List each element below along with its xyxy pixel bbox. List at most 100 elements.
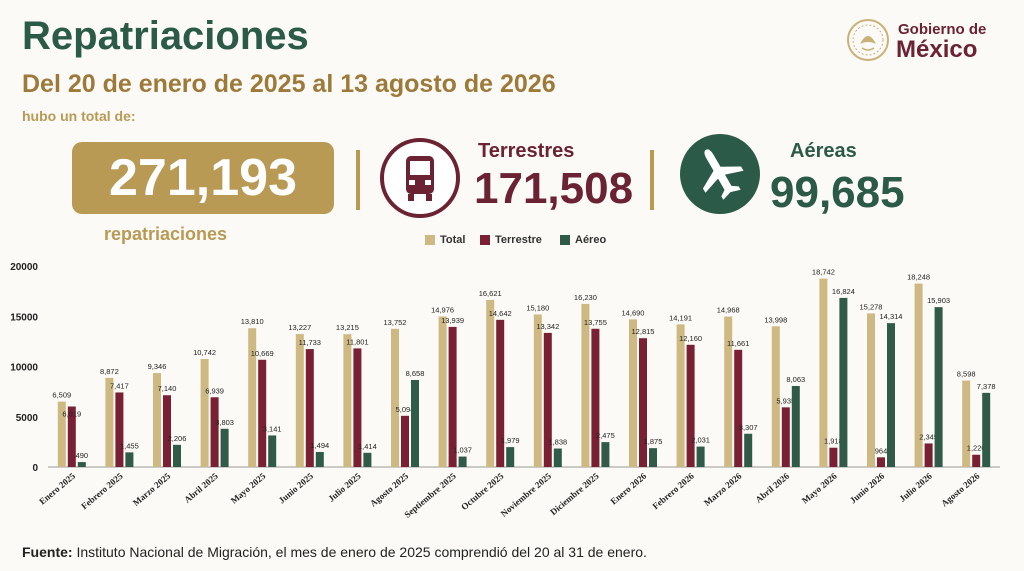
x-tick-label: Marzo 2026	[702, 471, 744, 508]
total-repatriations-value: 271,193	[72, 142, 334, 214]
data-label-total: 8,598	[957, 370, 976, 379]
y-tick-label: 20000	[10, 262, 38, 273]
data-label-terrestre: 1,220	[967, 444, 986, 453]
x-tick-label: Junio 2025	[277, 471, 316, 506]
bar-terrestre	[401, 415, 409, 467]
data-label-total: 14,976	[431, 305, 454, 314]
data-label-total: 16,230	[574, 293, 597, 302]
data-label-aereo: 1,838	[548, 438, 567, 447]
aereas-value: 99,685	[770, 168, 905, 217]
x-tick-label: Enero 2026	[608, 471, 648, 507]
x-tick-label: Noviembre 2025	[499, 471, 554, 519]
bar-total	[533, 314, 542, 467]
x-tick-label: Abril 2025	[182, 471, 220, 505]
bar-total	[819, 278, 828, 467]
bar-aereo	[506, 447, 515, 467]
bar-terrestre	[781, 407, 790, 467]
legend-label-total: Total	[440, 234, 466, 246]
bar-total	[629, 319, 637, 467]
data-label-aereo: 1,455	[120, 441, 139, 450]
data-label-aereo: 1,037	[453, 446, 472, 455]
bar-aereo	[458, 456, 467, 467]
data-label-total: 13,998	[764, 315, 787, 324]
bar-total	[438, 316, 447, 467]
bar-total	[200, 359, 209, 467]
logo-line-1: Gobierno de	[898, 21, 987, 38]
legend-label-terrestre: Terrestre	[495, 234, 542, 246]
data-label-total: 6,509	[52, 391, 71, 400]
bar-aereo	[601, 442, 610, 467]
data-label-total: 13,227	[288, 323, 311, 332]
bar-terrestre	[210, 397, 219, 467]
data-label-aereo: 16,824	[832, 287, 855, 296]
y-tick-label: 0	[32, 463, 38, 474]
bar-terrestre	[305, 349, 314, 467]
data-label-terrestre: 13,939	[441, 316, 464, 325]
repatriations-bar-chart: 0 5000 10000 15000 20000 6,509 6,019 490 Enero 2…	[10, 262, 1000, 520]
data-label-terrestre: 10,669	[251, 349, 274, 358]
data-label-terrestre: 6,939	[205, 386, 224, 395]
data-label-total: 15,180	[526, 303, 549, 312]
y-tick-label: 10000	[10, 363, 38, 374]
bar-aereo	[77, 462, 86, 467]
data-label-terrestre: 14,642	[489, 309, 512, 318]
bar-terrestre	[163, 395, 171, 467]
terrestres-label: Terrestres	[478, 140, 575, 162]
bar-aereo	[649, 448, 657, 467]
legend-swatch-total	[425, 235, 435, 246]
data-label-aereo: 1,494	[310, 441, 329, 450]
bar-aereo	[791, 385, 800, 467]
source-text: Instituto Nacional de Migración, el mes …	[72, 544, 647, 560]
data-label-terrestre: 11,661	[727, 339, 749, 348]
bar-aereo	[411, 379, 419, 467]
legend-swatch-terrestre	[480, 235, 490, 246]
x-tick-label: Mayo 2026	[800, 471, 839, 506]
data-label-aereo: 3,141	[263, 424, 282, 433]
y-tick-label: 15000	[10, 312, 38, 323]
data-label-total: 9,346	[148, 362, 167, 371]
data-label-aereo: 1,979	[501, 436, 520, 445]
data-label-aereo: 2,031	[691, 436, 710, 445]
national-seal-icon	[847, 19, 889, 61]
data-label-aereo: 15,903	[927, 296, 950, 305]
bar-terrestre	[972, 454, 981, 467]
x-tick-label: Octubre 2025	[459, 471, 506, 512]
x-tick-label: Febrero 2025	[79, 471, 125, 512]
data-label-total: 18,248	[907, 273, 930, 282]
bar-total	[771, 326, 780, 467]
x-tick-label: Mayo 2025	[229, 471, 268, 506]
bar-total	[343, 334, 352, 467]
bar-aereo	[696, 446, 705, 467]
data-label-aereo: 7,378	[977, 382, 996, 391]
date-range-subtitle: Del 20 de enero de 2025 al 13 agosto de …	[22, 70, 556, 98]
legend-label-aereo: Aéreo	[575, 234, 607, 246]
bar-terrestre	[115, 392, 124, 467]
legend-item-terrestre: Terrestre	[480, 234, 542, 246]
data-label-terrestre: 1,918	[824, 437, 843, 446]
x-tick-label: Marzo 2025	[131, 471, 173, 508]
data-label-terrestre: 5,094	[396, 405, 415, 414]
data-label-total: 10,742	[193, 348, 216, 357]
x-tick-label: Agosto 2026	[939, 471, 982, 509]
bar-total	[105, 377, 114, 467]
data-label-terrestre: 964	[875, 446, 888, 455]
bar-aereo	[220, 428, 229, 467]
data-label-terrestre: 5,935	[776, 396, 795, 405]
divider	[650, 150, 654, 210]
bar-total	[962, 380, 971, 467]
legend-swatch-aereo	[560, 235, 570, 246]
data-label-aereo: 2,475	[596, 431, 615, 440]
x-tick-label: Abril 2026	[753, 471, 791, 505]
bus-icon	[380, 138, 460, 218]
bar-aereo	[315, 451, 324, 467]
x-tick-label: Septiembre 2025	[402, 471, 458, 520]
x-tick-label: Junio 2026	[848, 471, 887, 506]
divider	[356, 150, 360, 210]
data-label-total: 13,810	[241, 317, 264, 326]
data-label-terrestre: 11,733	[299, 338, 321, 347]
bar-terrestre	[924, 443, 933, 467]
bar-total	[486, 299, 495, 467]
data-label-total: 16,621	[479, 289, 502, 298]
x-tick-label: Julio 2025	[326, 471, 363, 504]
data-label-terrestre: 7,417	[110, 381, 129, 390]
